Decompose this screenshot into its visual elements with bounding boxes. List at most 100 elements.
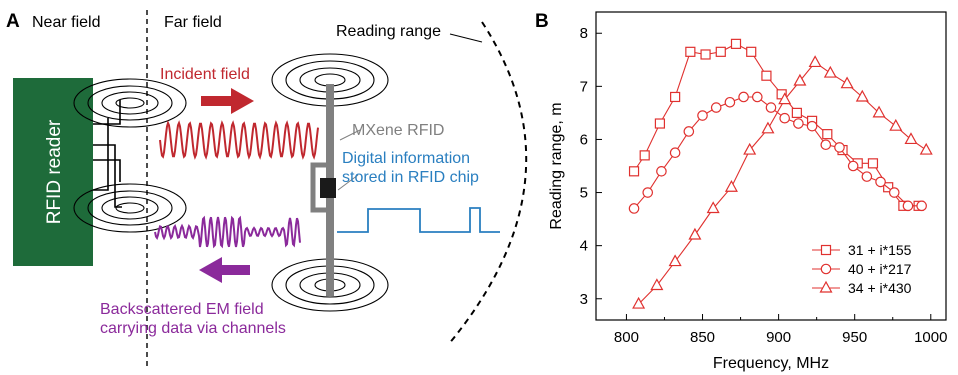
legend: 31 + i*155 40 + i*217 34 + i*430 xyxy=(812,242,912,296)
data-point xyxy=(669,147,681,159)
y-axis-title: Reading range, m xyxy=(548,102,565,229)
data-point xyxy=(706,201,720,214)
data-point xyxy=(654,118,666,129)
data-point xyxy=(847,160,859,172)
backscatter-label-line1: Backscattered EM field xyxy=(100,301,264,318)
data-point xyxy=(746,46,757,57)
data-point xyxy=(715,46,726,57)
x-tick-label: 1000 xyxy=(914,329,947,346)
data-point xyxy=(872,105,886,118)
rfid-reader-label: RFID reader xyxy=(44,119,65,224)
x-tick-label: 800 xyxy=(614,329,639,346)
data-point xyxy=(761,121,775,134)
reader-antenna-top xyxy=(73,78,187,128)
y-tick-label: 3 xyxy=(580,291,588,308)
data-point xyxy=(808,55,822,68)
data-point xyxy=(697,110,708,121)
data-point xyxy=(822,129,833,140)
y-tick-label: 6 xyxy=(580,131,588,148)
chip-pointer xyxy=(337,174,359,191)
data-point xyxy=(724,179,738,192)
reading-range-label: Reading range xyxy=(336,23,441,40)
data-point xyxy=(656,166,667,177)
digital-info-line1: Digital information xyxy=(342,150,470,167)
x-tick-label: 900 xyxy=(766,329,791,346)
data-point xyxy=(916,200,927,212)
digital-info-line2: stored in RFID chip xyxy=(342,169,479,186)
series-layer xyxy=(628,38,933,309)
legend-item: 31 + i*155 xyxy=(812,242,912,258)
panel-b-label: B xyxy=(535,11,549,32)
data-point xyxy=(738,91,749,103)
tag-loop xyxy=(310,162,326,213)
data-point xyxy=(642,187,654,198)
data-point xyxy=(668,254,682,267)
data-point xyxy=(685,46,696,57)
digital-signal xyxy=(337,207,500,233)
data-point xyxy=(724,96,736,108)
near-field-label: Near field xyxy=(32,14,100,31)
series-line xyxy=(633,96,922,209)
reading-range-pointer xyxy=(449,33,483,43)
data-point xyxy=(855,89,869,102)
data-point xyxy=(867,158,879,169)
data-point xyxy=(902,200,914,212)
data-point xyxy=(820,139,832,151)
series-3 xyxy=(632,55,933,309)
x-tick-label: 850 xyxy=(690,329,715,346)
rfid-reader-box xyxy=(13,78,93,266)
legend-marker xyxy=(820,244,832,256)
tag-pointer xyxy=(339,129,361,141)
data-point xyxy=(670,91,681,103)
data-point xyxy=(683,126,695,137)
incident-field-label: Incident field xyxy=(160,66,250,83)
panel-a: A Near field Far field Reading range RFI… xyxy=(6,10,528,368)
legend-label: 40 + i*217 xyxy=(848,261,912,277)
reader-wires xyxy=(93,100,122,208)
data-point xyxy=(628,166,640,177)
data-point xyxy=(730,38,742,49)
panel-a-label: A xyxy=(6,11,20,32)
y-tick-label: 4 xyxy=(580,238,588,255)
data-point xyxy=(919,142,933,155)
data-point xyxy=(791,107,802,118)
y-tick-label: 8 xyxy=(580,25,588,42)
legend-marker xyxy=(819,280,833,293)
mxene-rfid-label: MXene RFID xyxy=(352,122,444,139)
data-point xyxy=(806,120,818,132)
far-field-label: Far field xyxy=(164,14,222,31)
legend-item: 40 + i*217 xyxy=(812,261,912,277)
data-point xyxy=(688,227,702,240)
data-point xyxy=(823,65,837,78)
data-point xyxy=(710,102,722,113)
data-point xyxy=(834,142,845,153)
data-point xyxy=(889,118,903,131)
data-point xyxy=(840,76,854,89)
legend-label: 34 + i*430 xyxy=(848,280,912,296)
data-point xyxy=(793,73,807,86)
data-point xyxy=(888,187,900,198)
plot-frame xyxy=(595,11,947,321)
backscatter-label-line2: carrying data via channels xyxy=(100,320,286,337)
axis-ticks: 800 850 900 950 1000 3 4 5 6 7 8 xyxy=(580,25,948,346)
data-point xyxy=(778,92,792,105)
data-point xyxy=(875,176,886,188)
data-point xyxy=(793,118,804,129)
x-tick-label: 950 xyxy=(842,329,867,346)
data-point xyxy=(761,70,772,81)
reader-antenna-bottom xyxy=(73,183,187,233)
data-point xyxy=(628,203,640,214)
data-point xyxy=(861,171,873,182)
data-point xyxy=(743,142,757,155)
x-axis-title: Frequency, MHz xyxy=(713,355,829,372)
incident-wave xyxy=(159,120,319,160)
data-point xyxy=(650,278,664,291)
backscatter-wave xyxy=(154,215,301,249)
data-point xyxy=(639,150,650,161)
legend-marker xyxy=(820,263,832,275)
legend-label: 31 + i*155 xyxy=(848,242,912,258)
rfid-chip xyxy=(320,178,336,198)
series-2 xyxy=(628,91,927,214)
